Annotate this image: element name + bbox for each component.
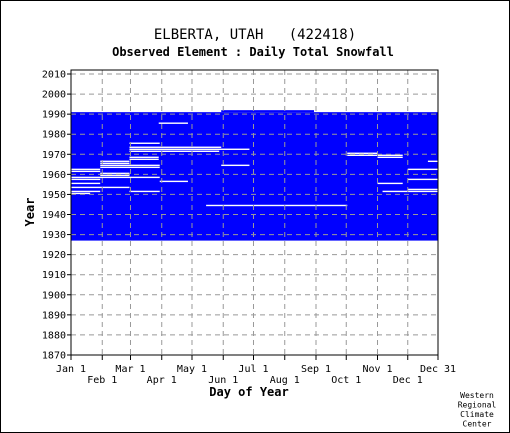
missing-segment-12	[100, 162, 130, 165]
x-tick-label: Nov 1	[362, 364, 392, 375]
data-layer	[71, 110, 438, 241]
x-tick-label: May 1	[177, 364, 207, 375]
missing-segment-9	[129, 158, 159, 161]
missing-segment-28	[407, 188, 438, 191]
missing-segment-17	[407, 168, 438, 171]
grid-layer	[71, 70, 438, 356]
y-tick-label: 1980	[42, 130, 66, 141]
missing-segment-30	[129, 190, 160, 193]
chart-title: ELBERTA, UTAH (422418)	[154, 27, 356, 43]
y-tick-label: 1960	[42, 170, 66, 181]
x-tick-label: Jan 1	[56, 364, 86, 375]
y-tick-label: 2010	[42, 70, 66, 81]
missing-segment-5	[347, 152, 378, 154]
x-tick-label: Oct 1	[331, 375, 361, 386]
y-tick-label: 1900	[42, 290, 66, 301]
missing-segment-18	[71, 170, 101, 173]
credit-line: Climate	[460, 410, 494, 419]
missing-segment-19	[100, 172, 130, 175]
missing-segment-22	[71, 178, 101, 181]
y-tick-label: 1950	[42, 190, 66, 201]
x-tick-label: Mar 1	[115, 364, 145, 375]
y-tick-label: 1940	[42, 210, 66, 221]
y-tick-label: 2000	[42, 90, 66, 101]
missing-segment-1	[129, 142, 160, 144]
missing-segment-8	[377, 156, 403, 159]
missing-segment-21	[71, 176, 160, 179]
x-tick-label: Jun 1	[208, 375, 238, 386]
missing-segment-31	[382, 190, 438, 193]
x-tick-label: Jul 1	[238, 364, 268, 375]
missing-segment-25	[71, 182, 101, 185]
y-tick-label: 1930	[42, 230, 66, 241]
missing-segment-26	[377, 182, 403, 185]
credit-line: Center	[463, 420, 492, 429]
y-tick-label: 1920	[42, 250, 66, 261]
missing-segment-14	[221, 164, 250, 167]
x-tick-label: Aug 1	[270, 375, 300, 386]
missing-segment-16	[71, 168, 101, 171]
tick-layer: 1870 1880 1890 1900 1910 1920 1930 1940 1950 1960…	[42, 70, 456, 386]
x-tick-label: Dec 31	[420, 364, 456, 375]
x-tick-label: Dec 1	[393, 375, 423, 386]
missing-segment-33	[206, 204, 348, 207]
chart-subtitle: Observed Element : Daily Total Snowfall	[112, 45, 394, 59]
missing-segment-20	[100, 174, 130, 177]
y-tick-label: 1890	[42, 310, 66, 321]
missing-segment-10	[100, 160, 130, 163]
y-tick-label: 1970	[42, 150, 66, 161]
x-tick-label: Feb 1	[87, 375, 117, 386]
missing-segment-2	[129, 146, 222, 148]
credit-line: Western	[460, 391, 494, 400]
y-axis-label: Year	[23, 198, 37, 227]
x-axis-label: Day of Year	[209, 385, 288, 399]
missing-segment-6	[347, 154, 403, 157]
credit-line: Regional	[458, 401, 497, 410]
plot-area-border	[70, 69, 439, 356]
missing-segment-24	[159, 180, 188, 183]
missing-segment-15	[100, 166, 160, 169]
missing-segment-23	[407, 178, 438, 181]
observed-data-step-0	[221, 110, 314, 113]
observed-data-block	[71, 112, 438, 241]
missing-segment-3	[129, 148, 250, 150]
x-tick-label: Apr 1	[147, 375, 177, 386]
missing-segment-32	[71, 192, 91, 195]
missing-segment-13	[100, 164, 160, 167]
missing-segment-11	[427, 160, 438, 163]
y-tick-label: 1910	[42, 270, 66, 281]
missing-segment-29	[71, 190, 101, 193]
y-tick-label: 1870	[42, 351, 66, 362]
y-tick-label: 1880	[42, 330, 66, 341]
missing-segment-27	[71, 186, 130, 189]
y-tick-label: 1990	[42, 110, 66, 121]
x-tick-label: Sep 1	[301, 364, 331, 375]
missing-segment-0	[158, 122, 188, 124]
missing-segment-4	[129, 150, 220, 152]
missing-segment-7	[129, 156, 159, 159]
